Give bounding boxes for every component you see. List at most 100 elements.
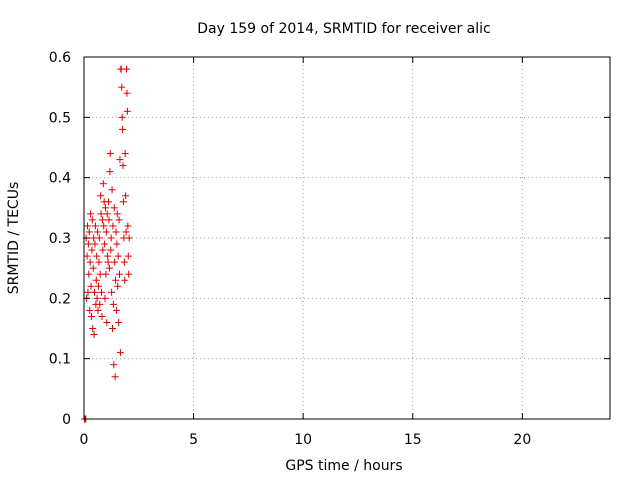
data-point: [124, 222, 132, 230]
data-point: [112, 276, 120, 284]
data-point: [114, 252, 122, 260]
data-point: [92, 276, 100, 284]
data-point: [120, 258, 128, 266]
data-point: [86, 258, 94, 266]
data-point: [104, 258, 112, 266]
data-point: [112, 228, 120, 236]
y-tick-label: 0.5: [49, 110, 71, 126]
y-tick-label: 0.2: [49, 291, 71, 307]
data-point: [94, 228, 102, 236]
data-point: [99, 246, 107, 254]
data-point: [123, 89, 131, 97]
y-tick-label: 0.4: [49, 171, 71, 187]
data-point: [102, 270, 110, 278]
data-point: [104, 252, 112, 260]
y-tick-label: 0: [62, 412, 71, 428]
chart-title: Day 159 of 2014, SRMTID for receiver ali…: [197, 21, 490, 37]
data-point: [106, 168, 114, 176]
data-point: [91, 288, 99, 296]
data-point: [85, 228, 93, 236]
data-point: [96, 300, 104, 308]
data-point: [103, 210, 111, 218]
data-point: [107, 234, 115, 242]
data-point: [119, 162, 127, 170]
data-point: [95, 258, 103, 266]
data-point: [124, 252, 132, 260]
data-point: [106, 150, 114, 158]
data-point: [125, 270, 133, 278]
data-points: [80, 65, 133, 423]
data-point: [101, 240, 109, 248]
y-tick-label: 0.3: [49, 231, 71, 247]
data-point: [83, 252, 91, 260]
y-axis-title: SRMTID / TECUs: [6, 182, 22, 295]
x-axis-title: GPS time / hours: [285, 458, 402, 474]
data-point: [121, 276, 129, 284]
data-point: [107, 246, 115, 254]
data-point: [90, 331, 98, 339]
data-point: [98, 312, 106, 320]
data-point: [105, 198, 113, 206]
data-point: [116, 270, 124, 278]
data-point: [112, 306, 120, 314]
data-point: [97, 192, 105, 200]
data-point: [121, 150, 129, 158]
data-point: [109, 222, 117, 230]
data-point: [123, 65, 131, 73]
data-point: [87, 210, 95, 218]
data-point: [118, 83, 126, 91]
data-point: [110, 204, 118, 212]
data-point: [88, 246, 96, 254]
data-point: [105, 264, 113, 272]
data-point: [89, 325, 97, 332]
data-point: [98, 216, 106, 224]
data-point: [123, 107, 131, 115]
data-point: [102, 228, 110, 236]
data-point: [109, 300, 117, 308]
data-point: [101, 204, 109, 212]
data-point: [89, 264, 97, 272]
data-point: [95, 234, 103, 242]
data-point: [91, 222, 99, 230]
data-point: [97, 210, 105, 218]
y-tick-label: 0.6: [49, 50, 71, 66]
data-point: [119, 125, 127, 133]
data-point: [91, 240, 99, 248]
data-point: [87, 312, 95, 320]
x-tick-label: 10: [294, 432, 312, 448]
data-point: [111, 373, 119, 381]
data-point: [116, 156, 124, 164]
data-point: [84, 240, 92, 248]
grid-lines: [84, 57, 610, 419]
data-point: [103, 318, 111, 326]
data-point: [93, 294, 101, 302]
data-point: [115, 216, 123, 224]
data-point: [122, 228, 130, 236]
x-tick-label: 5: [189, 432, 198, 448]
data-point: [115, 318, 123, 326]
data-point: [108, 186, 116, 194]
axis-ticks: 0 0.1 0.2 0.3 0.4 0.5 0.6 0 5 10 15 20: [49, 50, 610, 448]
data-point: [85, 270, 93, 278]
data-point: [84, 222, 92, 230]
data-point: [108, 288, 116, 296]
data-point: [86, 306, 94, 314]
data-point: [116, 349, 124, 357]
data-point: [84, 288, 92, 296]
data-point: [114, 282, 122, 290]
y-tick-label: 0.1: [49, 352, 71, 368]
data-point: [122, 192, 130, 200]
data-point: [118, 113, 126, 121]
data-point: [113, 210, 121, 218]
data-point: [100, 222, 108, 230]
x-tick-label: 15: [404, 432, 422, 448]
data-point: [111, 258, 119, 266]
data-point: [99, 180, 107, 188]
data-point: [105, 216, 113, 224]
data-point: [93, 252, 101, 260]
plot-frame: [83, 56, 611, 420]
data-point: [87, 282, 95, 290]
data-point: [113, 240, 121, 248]
data-point: [125, 234, 133, 242]
